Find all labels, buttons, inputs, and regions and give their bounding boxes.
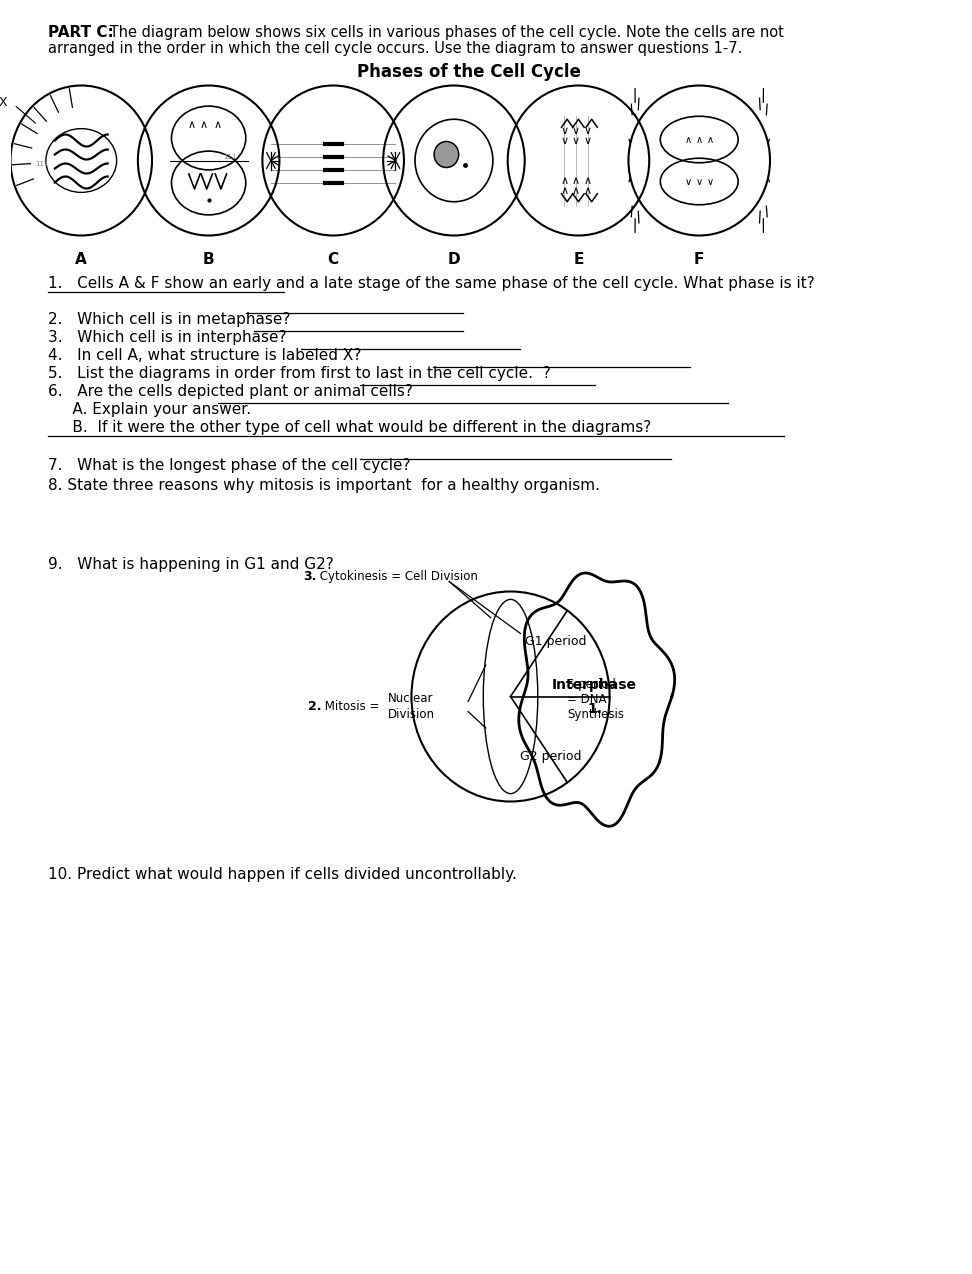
Text: 9.   What is happening in G1 and G2?: 9. What is happening in G1 and G2? bbox=[49, 557, 334, 572]
Text: X: X bbox=[0, 96, 7, 108]
Text: ∧: ∧ bbox=[684, 135, 691, 144]
Text: Synthesis: Synthesis bbox=[567, 708, 624, 721]
Text: S period: S period bbox=[567, 678, 616, 691]
Text: ∧: ∧ bbox=[200, 120, 208, 130]
Text: B: B bbox=[203, 251, 215, 266]
Text: = DNA: = DNA bbox=[567, 693, 607, 706]
Text: 7.   What is the longest phase of the cell cycle?: 7. What is the longest phase of the cell… bbox=[49, 457, 411, 473]
Text: 2.   Which cell is in metaphase?: 2. Which cell is in metaphase? bbox=[49, 312, 291, 326]
Text: Mitosis =: Mitosis = bbox=[321, 699, 383, 713]
Text: ∧: ∧ bbox=[560, 186, 569, 195]
Text: ∨: ∨ bbox=[560, 126, 569, 135]
Text: E: E bbox=[573, 251, 583, 266]
Text: ∧: ∧ bbox=[584, 186, 592, 195]
Text: ∧: ∧ bbox=[214, 120, 223, 130]
Text: ∧: ∧ bbox=[696, 135, 703, 144]
Text: 10. Predict what would happen if cells divided uncontrollably.: 10. Predict what would happen if cells d… bbox=[49, 866, 517, 882]
Text: D: D bbox=[448, 251, 461, 266]
Text: ∨: ∨ bbox=[560, 135, 569, 145]
Text: 2.: 2. bbox=[308, 699, 321, 713]
Text: ∧: ∧ bbox=[560, 176, 569, 186]
Text: A: A bbox=[76, 251, 87, 266]
Text: ∨: ∨ bbox=[584, 126, 592, 135]
Text: Interphase: Interphase bbox=[552, 678, 638, 692]
Text: 4.   In cell A, what structure is labeled X?: 4. In cell A, what structure is labeled … bbox=[49, 348, 362, 363]
Text: 1.: 1. bbox=[587, 702, 603, 716]
Text: G2 period: G2 period bbox=[520, 750, 581, 763]
Text: arranged in the order in which the cell cycle occurs. Use the diagram to answer : arranged in the order in which the cell … bbox=[49, 41, 743, 56]
Text: ∧: ∧ bbox=[188, 120, 195, 130]
Text: C: C bbox=[328, 251, 338, 266]
Text: ∧: ∧ bbox=[584, 176, 592, 186]
Text: B.  If it were the other type of cell what would be different in the diagrams?: B. If it were the other type of cell wha… bbox=[49, 419, 651, 434]
Text: 8. State three reasons why mitosis is important  for a healthy organism.: 8. State three reasons why mitosis is im… bbox=[49, 478, 601, 493]
Text: 1.   Cells A & F show an early and a late stage of the same phase of the cell cy: 1. Cells A & F show an early and a late … bbox=[49, 275, 815, 290]
Text: Nuclear: Nuclear bbox=[388, 692, 434, 705]
Text: ∨: ∨ bbox=[584, 135, 592, 145]
Text: Division: Division bbox=[388, 708, 434, 721]
Text: ∨: ∨ bbox=[696, 177, 703, 186]
Text: PART C:: PART C: bbox=[49, 25, 114, 39]
Text: 6.   Are the cells depicted plant or animal cells?: 6. Are the cells depicted plant or anima… bbox=[49, 383, 413, 399]
Text: ∧: ∧ bbox=[707, 135, 714, 144]
Text: ∧: ∧ bbox=[572, 176, 579, 186]
Text: ∨: ∨ bbox=[572, 126, 579, 135]
Text: 111: 111 bbox=[224, 154, 236, 159]
Text: 111: 111 bbox=[36, 162, 50, 167]
Text: Cytokinesis = Cell Division: Cytokinesis = Cell Division bbox=[316, 569, 478, 583]
Circle shape bbox=[434, 141, 459, 167]
Text: ∨: ∨ bbox=[684, 177, 691, 186]
Text: 3.   Which cell is in interphase?: 3. Which cell is in interphase? bbox=[49, 330, 287, 344]
Text: The diagram below shows six cells in various phases of the cell cycle. Note the : The diagram below shows six cells in var… bbox=[105, 25, 783, 39]
Text: ∨: ∨ bbox=[707, 177, 714, 186]
Text: F: F bbox=[694, 251, 705, 266]
Text: A. Explain your answer.: A. Explain your answer. bbox=[49, 401, 252, 417]
Text: G1 period: G1 period bbox=[525, 634, 586, 648]
Text: 5.   List the diagrams in order from first to last in the cell cycle.  ?: 5. List the diagrams in order from first… bbox=[49, 366, 551, 381]
Text: ∧: ∧ bbox=[572, 186, 579, 195]
Text: 3.: 3. bbox=[303, 569, 316, 583]
Text: ∨: ∨ bbox=[572, 135, 579, 145]
Text: Phases of the Cell Cycle: Phases of the Cell Cycle bbox=[357, 62, 581, 82]
